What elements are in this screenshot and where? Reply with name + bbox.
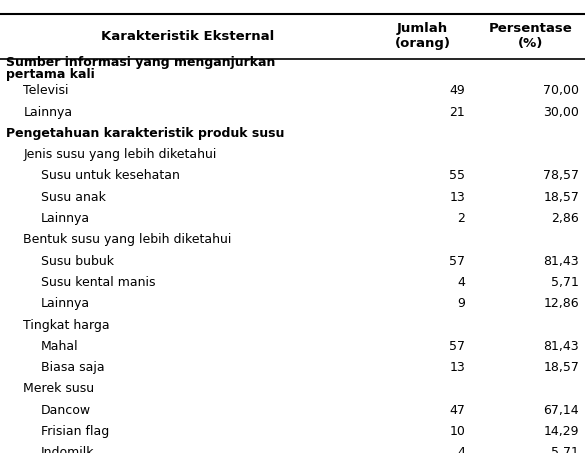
Text: Biasa saja: Biasa saja — [41, 361, 105, 374]
Text: 57: 57 — [449, 340, 465, 353]
Text: 4: 4 — [457, 446, 465, 453]
Text: Frisian flag: Frisian flag — [41, 425, 109, 438]
Text: 57: 57 — [449, 255, 465, 268]
Text: 78,57: 78,57 — [543, 169, 579, 183]
Text: 2,86: 2,86 — [552, 212, 579, 225]
Text: 9: 9 — [457, 297, 465, 310]
Text: 14,29: 14,29 — [543, 425, 579, 438]
Text: 4: 4 — [457, 276, 465, 289]
Text: 13: 13 — [449, 361, 465, 374]
Text: 13: 13 — [449, 191, 465, 204]
Text: 70,00: 70,00 — [543, 84, 579, 97]
Text: Karakteristik Eksternal: Karakteristik Eksternal — [101, 30, 274, 43]
Text: Lainnya: Lainnya — [41, 212, 90, 225]
Text: Lainnya: Lainnya — [41, 297, 90, 310]
Text: 81,43: 81,43 — [543, 340, 579, 353]
Text: 21: 21 — [449, 106, 465, 119]
Text: 30,00: 30,00 — [543, 106, 579, 119]
Text: Pengetahuan karakteristik produk susu: Pengetahuan karakteristik produk susu — [6, 127, 284, 140]
Text: Lainnya: Lainnya — [23, 106, 73, 119]
Text: Susu kental manis: Susu kental manis — [41, 276, 156, 289]
Text: Sumber informasi yang menganjurkan: Sumber informasi yang menganjurkan — [6, 56, 275, 69]
Text: 18,57: 18,57 — [543, 191, 579, 204]
Text: 49: 49 — [449, 84, 465, 97]
Text: Merek susu: Merek susu — [23, 382, 95, 395]
Text: 5,71: 5,71 — [551, 446, 579, 453]
Text: Dancow: Dancow — [41, 404, 91, 417]
Text: Jenis susu yang lebih diketahui: Jenis susu yang lebih diketahui — [23, 148, 217, 161]
Text: 10: 10 — [449, 425, 465, 438]
Text: Susu bubuk: Susu bubuk — [41, 255, 114, 268]
Text: Mahal: Mahal — [41, 340, 78, 353]
Text: pertama kali: pertama kali — [6, 67, 95, 81]
Text: 67,14: 67,14 — [543, 404, 579, 417]
Text: Jumlah
(orang): Jumlah (orang) — [395, 22, 450, 50]
Text: 5,71: 5,71 — [551, 276, 579, 289]
Text: Indomilk: Indomilk — [41, 446, 94, 453]
Text: 47: 47 — [449, 404, 465, 417]
Text: Susu anak: Susu anak — [41, 191, 106, 204]
Text: Susu untuk kesehatan: Susu untuk kesehatan — [41, 169, 180, 183]
Text: 81,43: 81,43 — [543, 255, 579, 268]
Text: Bentuk susu yang lebih diketahui: Bentuk susu yang lebih diketahui — [23, 233, 232, 246]
Text: 12,86: 12,86 — [543, 297, 579, 310]
Text: Televisi: Televisi — [23, 84, 69, 97]
Text: 55: 55 — [449, 169, 465, 183]
Text: Tingkat harga: Tingkat harga — [23, 318, 110, 332]
Text: Persentase
(%): Persentase (%) — [489, 22, 573, 50]
Text: 18,57: 18,57 — [543, 361, 579, 374]
Text: 2: 2 — [457, 212, 465, 225]
